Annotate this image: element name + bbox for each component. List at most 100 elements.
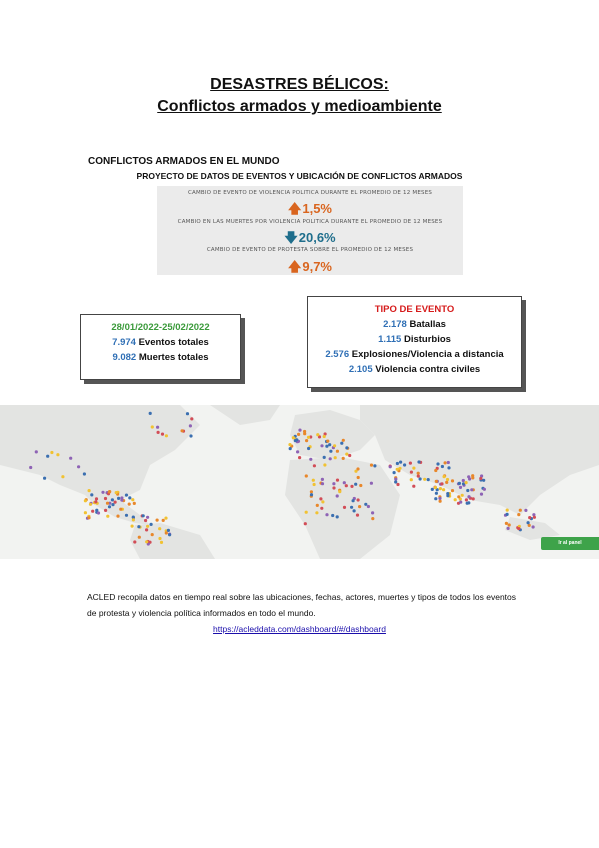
event-marker	[185, 412, 190, 416]
event-marker	[120, 498, 124, 502]
event-marker	[348, 453, 352, 458]
event-marker	[148, 411, 152, 415]
conflict-map[interactable]: Ir al panel	[0, 405, 599, 559]
event-marker	[304, 510, 308, 514]
event-marker	[467, 495, 471, 499]
event-marker	[46, 454, 50, 458]
event-marker	[311, 478, 315, 482]
event-marker	[110, 498, 114, 502]
dashboard-button[interactable]: Ir al panel	[541, 537, 599, 550]
arrow-down-icon: 🡇	[284, 230, 298, 245]
event-marker	[461, 482, 466, 486]
event-marker	[315, 511, 319, 515]
arrow-up-icon: 🡅	[287, 259, 302, 274]
event-marker	[305, 439, 309, 443]
section-subheading: PROYECTO DE DATOS DE EVENTOS Y UBICACIÓN…	[136, 171, 463, 181]
event-marker	[461, 478, 465, 483]
event-marker	[445, 480, 449, 484]
event-marker	[399, 460, 403, 464]
event-marker	[524, 508, 528, 512]
event-marker	[531, 525, 535, 529]
section-heading: CONFLICTOS ARMADOS EN EL MUNDO	[88, 156, 280, 167]
event-marker	[471, 497, 475, 501]
totals-box: 28/01/2022-25/02/2022 7.974 Eventos tota…	[80, 314, 241, 380]
event-marker	[298, 428, 302, 432]
event-marker	[106, 514, 110, 518]
event-marker	[321, 500, 325, 504]
event-marker	[295, 438, 299, 442]
event-marker	[532, 513, 536, 517]
event-marker	[124, 513, 129, 517]
event-marker	[117, 496, 121, 500]
stat-value-deaths: 🡇20,6%	[284, 230, 336, 245]
event-marker	[517, 513, 521, 517]
event-marker	[366, 504, 370, 509]
event-marker	[467, 475, 471, 479]
event-type-row: 2.105 Violencia contra civiles	[348, 364, 481, 375]
event-marker	[396, 482, 400, 487]
event-marker	[166, 528, 170, 532]
event-marker	[442, 488, 446, 492]
event-marker	[403, 463, 407, 467]
event-marker	[344, 484, 348, 488]
event-marker	[94, 500, 98, 504]
event-marker	[146, 524, 150, 528]
event-marker	[82, 472, 86, 476]
event-marker	[504, 521, 508, 525]
event-marker	[105, 501, 110, 505]
event-marker	[155, 518, 159, 522]
event-marker	[307, 446, 311, 451]
event-marker	[332, 482, 336, 486]
event-marker	[342, 481, 346, 485]
event-marker	[107, 505, 112, 509]
event-marker	[418, 477, 422, 481]
event-marker	[345, 452, 349, 456]
event-marker	[434, 491, 438, 495]
event-marker	[351, 499, 355, 503]
event-marker	[317, 435, 322, 439]
stats-panel: CAMBIO DE EVENTO DE VIOLENCIA POLÍTICA D…	[157, 186, 463, 275]
event-marker	[116, 514, 120, 518]
event-marker	[103, 496, 108, 501]
event-marker	[438, 487, 442, 491]
event-marker	[141, 514, 145, 518]
event-marker	[131, 515, 135, 519]
event-marker	[50, 450, 54, 455]
event-marker	[526, 521, 530, 525]
event-marker	[108, 501, 112, 505]
event-marker	[443, 461, 447, 465]
event-marker	[440, 464, 444, 469]
event-markers	[29, 411, 537, 546]
event-marker	[364, 502, 368, 506]
event-marker	[296, 450, 300, 454]
event-marker	[369, 463, 374, 467]
event-marker	[298, 456, 302, 460]
event-marker	[438, 499, 442, 503]
event-marker	[388, 465, 392, 469]
stat-value-protest: 🡅9,7%	[287, 259, 332, 274]
event-marker	[328, 443, 332, 447]
event-marker	[518, 508, 522, 512]
event-marker	[450, 489, 455, 493]
event-marker	[434, 497, 438, 501]
event-marker	[356, 498, 360, 502]
event-marker	[342, 505, 347, 509]
event-marker	[288, 443, 292, 447]
event-marker	[450, 479, 455, 483]
event-marker	[113, 500, 117, 504]
event-marker	[312, 464, 316, 468]
event-marker	[457, 481, 461, 485]
event-marker	[505, 512, 509, 516]
source-link[interactable]: https://acleddata.com/dashboard/#/dashbo…	[213, 624, 386, 634]
event-marker	[338, 490, 342, 494]
event-types-title: TIPO DE EVENTO	[374, 304, 455, 315]
event-marker	[150, 533, 154, 537]
event-marker	[107, 490, 111, 494]
stat-label-protest: CAMBIO DE EVENTO DE PROTESTA SOBRE EL PR…	[206, 247, 414, 253]
event-type-row: 2.178 Batallas	[383, 319, 446, 330]
event-marker	[150, 425, 154, 429]
event-marker	[87, 516, 91, 520]
event-marker	[532, 515, 537, 519]
event-marker	[395, 467, 399, 471]
event-marker	[457, 495, 461, 499]
